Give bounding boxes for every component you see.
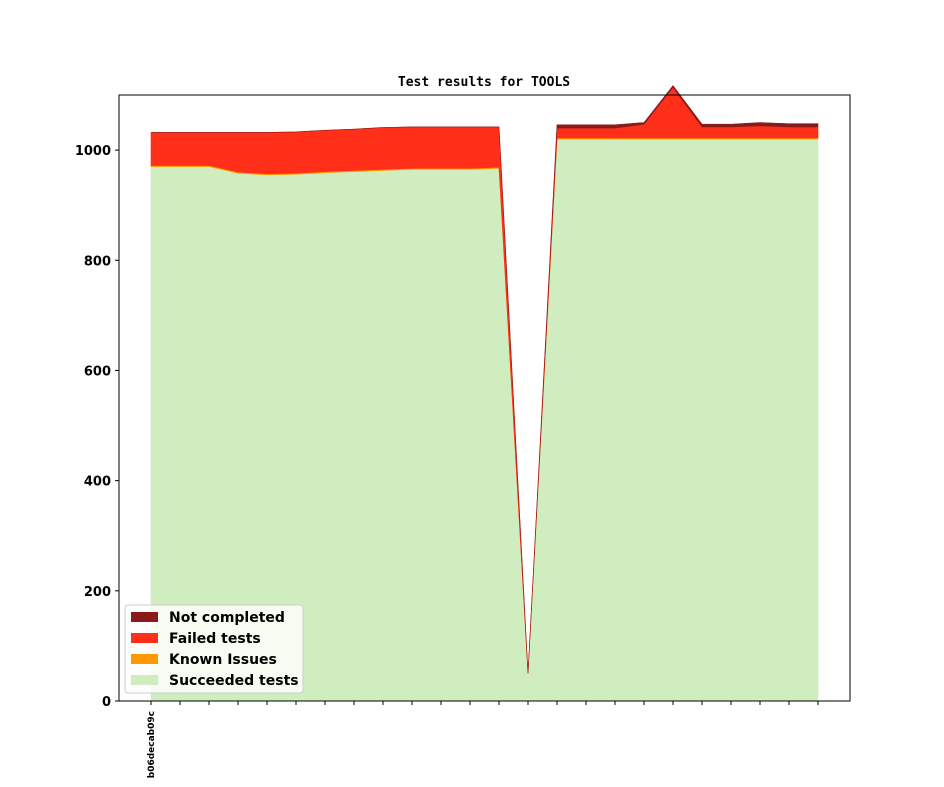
series-areas <box>150 85 819 702</box>
y-tick-label: 200 <box>84 585 111 600</box>
y-tick-label: 400 <box>84 475 111 490</box>
y-tick-label: 0 <box>102 695 111 710</box>
y-tick-label: 800 <box>84 254 111 269</box>
legend-swatch <box>131 654 158 664</box>
legend-swatch <box>131 675 158 685</box>
y-tick-label: 600 <box>84 364 111 379</box>
legend-label: Not completed <box>169 610 285 626</box>
legend-label: Known Issues <box>169 652 277 668</box>
plot-frame <box>118 94 851 702</box>
legend-label: Succeeded tests <box>169 673 299 689</box>
area-not-completed <box>151 85 819 674</box>
y-axis: 0 200 400 600 800 1000 <box>75 144 119 710</box>
legend-swatch <box>131 612 158 622</box>
x-axis: b06decab09c <box>147 701 819 778</box>
chart-title: Test results for TOOLS <box>398 75 570 90</box>
legend-swatch <box>131 633 158 643</box>
y-tick-label: 1000 <box>75 144 111 159</box>
legend-label: Failed tests <box>169 631 261 647</box>
legend-box <box>124 604 304 694</box>
x-tick-label: b06decab09c <box>147 711 157 778</box>
legend: Not completed Failed tests Known Issues Suc… <box>124 604 304 694</box>
